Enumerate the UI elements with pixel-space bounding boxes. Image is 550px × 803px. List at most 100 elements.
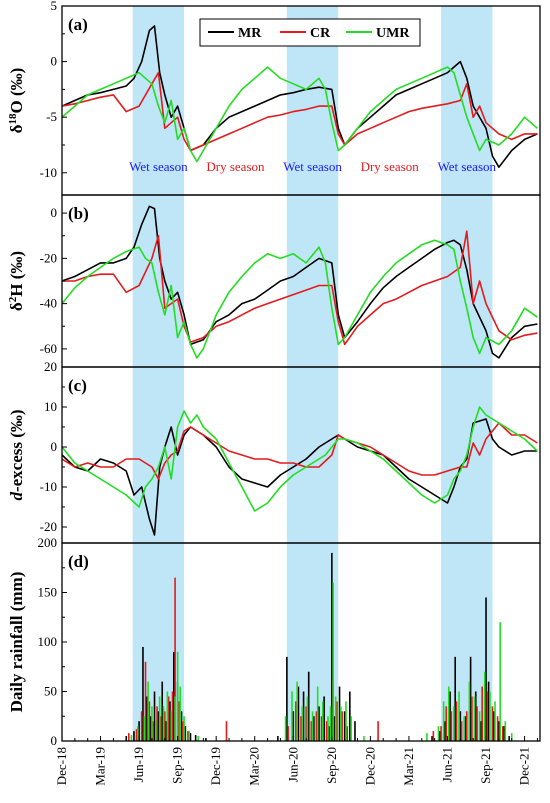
x-tick-label: Dec-20 xyxy=(362,747,377,785)
bar-cr xyxy=(300,716,302,741)
x-tick-label: Mar-19 xyxy=(93,747,108,786)
bar-mr xyxy=(165,721,167,741)
season-labels: Wet season Dry season Wet season Dry season… xyxy=(129,159,496,174)
legend: MR CR UMR xyxy=(199,18,421,47)
bar-cr xyxy=(440,726,442,741)
x-tick-label: Sep-19 xyxy=(170,747,185,784)
bar-umr xyxy=(143,716,146,741)
bar-mr xyxy=(343,711,346,741)
bar-cr xyxy=(140,711,143,741)
bar-umr xyxy=(197,736,200,741)
x-tick-label: Sep-21 xyxy=(478,747,493,784)
wet-season-bands xyxy=(132,6,493,741)
y-tick-label: 100 xyxy=(38,634,58,649)
bar-cr xyxy=(174,577,176,741)
bar-mr xyxy=(292,711,295,741)
bar-umr xyxy=(284,716,287,741)
bar-mr xyxy=(492,711,495,741)
bar-cr xyxy=(432,731,435,741)
bar-umr xyxy=(166,691,169,741)
bar-umr xyxy=(301,706,304,741)
bar-cr xyxy=(167,696,170,741)
bar-mr xyxy=(323,696,325,741)
bar-cr xyxy=(336,701,338,741)
bar-umr xyxy=(453,706,455,741)
bar-cr xyxy=(163,711,166,741)
bar-mr xyxy=(438,731,441,741)
bar-umr xyxy=(170,711,173,741)
bar-mr xyxy=(297,686,300,741)
bar-cr xyxy=(148,701,151,741)
series-line-umr xyxy=(62,406,538,512)
series-mr xyxy=(125,552,510,741)
wet-season-band-3 xyxy=(441,6,493,741)
x-tick-label: Dec-19 xyxy=(208,747,223,785)
bar-mr xyxy=(331,552,333,741)
bar-umr xyxy=(340,706,342,741)
bar-cr xyxy=(476,706,478,741)
bar-umr xyxy=(499,622,501,741)
bar-mr xyxy=(318,706,320,741)
bar-mr xyxy=(313,716,315,741)
bar-cr xyxy=(128,733,130,741)
bar-cr xyxy=(156,706,158,741)
season-label-5: Wet season xyxy=(437,159,496,174)
series-line-cr xyxy=(62,422,538,480)
bar-cr xyxy=(295,701,297,741)
bar-umr xyxy=(332,582,334,741)
bar-umr xyxy=(463,716,465,741)
bar-mr xyxy=(302,691,305,741)
bar-mr xyxy=(349,691,351,741)
chart-panels: -10 -5 0 5 (a) δ18O (‰) -60 -40 -20 0 (b) δ2H (‰) -2… xyxy=(7,0,541,748)
bar-cr xyxy=(377,721,379,741)
y-tick-label: -10 xyxy=(40,165,57,180)
bar-cr xyxy=(305,706,307,741)
y-axis-label: d-excess (‰) xyxy=(7,409,26,500)
series-line-mr xyxy=(62,25,538,168)
bar-cr xyxy=(135,729,138,741)
bar-cr xyxy=(450,711,453,741)
bar-umr xyxy=(322,701,324,741)
bar-cr xyxy=(310,721,313,741)
bar-umr xyxy=(155,721,157,741)
bar-mr xyxy=(142,646,144,741)
bar-umr xyxy=(473,696,476,741)
bar-mr xyxy=(454,656,456,741)
season-label-1: Wet season xyxy=(129,159,188,174)
panel-letter: (d) xyxy=(68,552,89,571)
bar-mr xyxy=(444,721,446,741)
bar-umr xyxy=(483,671,486,741)
bar-mr xyxy=(338,686,341,741)
bar-mr xyxy=(172,651,175,741)
x-tick-label: Mar-21 xyxy=(401,747,416,786)
bar-cr xyxy=(341,711,343,741)
bar-mr xyxy=(184,726,187,741)
bar-umr xyxy=(329,706,332,741)
bar-mr xyxy=(431,736,433,741)
y-tick-label: -60 xyxy=(40,341,57,356)
y-tick-label: 0 xyxy=(51,54,58,69)
legend-label-umr: UMR xyxy=(376,26,410,41)
y-tick-label: -20 xyxy=(40,250,57,265)
bar-umr xyxy=(179,686,182,741)
bar-cr xyxy=(486,691,489,741)
bar-mr xyxy=(157,711,160,741)
y-tick-label: -20 xyxy=(40,519,57,534)
bar-umr xyxy=(174,696,176,741)
x-tick-label: Dec-21 xyxy=(517,747,532,785)
bar-umr xyxy=(130,735,133,741)
bar-cr xyxy=(181,721,184,741)
y-tick-label: 0 xyxy=(51,439,58,454)
bar-umr xyxy=(494,701,496,741)
bar-cr xyxy=(315,711,318,741)
bar-mr xyxy=(138,721,140,741)
bar-umr xyxy=(183,716,185,741)
bar-umr xyxy=(437,726,440,741)
bar-umr xyxy=(468,681,471,741)
bar-mr xyxy=(480,721,482,741)
bar-umr xyxy=(345,701,347,741)
bar-umr xyxy=(188,731,191,741)
bar-cr xyxy=(287,726,289,741)
bar-umr xyxy=(327,716,329,741)
